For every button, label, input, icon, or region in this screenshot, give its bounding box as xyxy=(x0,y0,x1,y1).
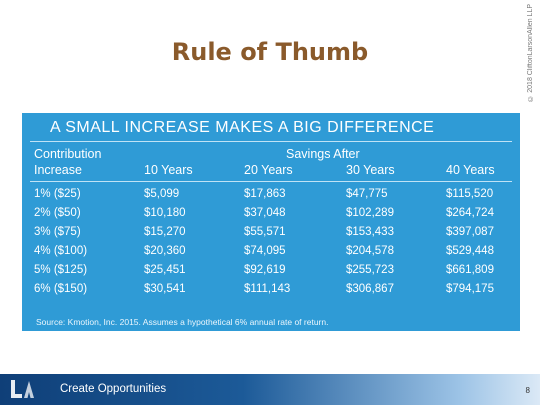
table-cell: $111,143 xyxy=(244,283,291,295)
table-cell: $102,289 xyxy=(346,207,394,219)
table-cell: $204,578 xyxy=(346,245,394,257)
copyright-notice: © 2018 CliftonLarsonAllen LLP xyxy=(527,4,534,102)
table-cell: $115,520 xyxy=(446,188,494,200)
column-header-40-years: 40 Years xyxy=(446,163,495,177)
company-logo-icon xyxy=(11,380,34,398)
group-header-savings-after: Savings After xyxy=(286,147,360,161)
column-header-10-years: 10 Years xyxy=(144,163,193,177)
column-header-increase: Increase xyxy=(34,163,82,177)
table-cell: 4% ($100) xyxy=(34,245,88,257)
table-cell: $153,433 xyxy=(346,226,394,238)
table-cell: $794,175 xyxy=(446,283,494,295)
table-row: 2% ($50) $10,180 $37,048 $102,289 $264,7… xyxy=(22,207,520,226)
table-row: 1% ($25) $5,099 $17,863 $47,775 $115,520 xyxy=(22,188,520,207)
table-cell: $10,180 xyxy=(144,207,186,219)
panel-heading: A SMALL INCREASE MAKES A BIG DIFFERENCE xyxy=(50,119,435,136)
table-cell: 5% ($125) xyxy=(34,264,88,276)
table-cell: $37,048 xyxy=(244,207,286,219)
table-cell: $264,724 xyxy=(446,207,494,219)
column-header-30-years: 30 Years xyxy=(346,163,395,177)
group-header-contribution: Contribution xyxy=(34,147,102,161)
table-row: 6% ($150) $30,541 $111,143 $306,867 $794… xyxy=(22,283,520,302)
divider xyxy=(30,141,512,142)
table-cell: 3% ($75) xyxy=(34,226,81,238)
table-cell: $17,863 xyxy=(244,188,286,200)
table-cell: $397,087 xyxy=(446,226,494,238)
table-cell: $47,775 xyxy=(346,188,388,200)
table-cell: $25,451 xyxy=(144,264,186,276)
table-cell: 2% ($50) xyxy=(34,207,81,219)
table-cell: $5,099 xyxy=(144,188,180,200)
table-cell: $30,541 xyxy=(144,283,186,295)
slide-title: Rule of Thumb xyxy=(171,38,369,66)
table-cell: $255,723 xyxy=(346,264,394,276)
divider xyxy=(30,181,512,182)
table-cell: 1% ($25) xyxy=(34,188,81,200)
savings-table-panel: A SMALL INCREASE MAKES A BIG DIFFERENCE … xyxy=(22,113,520,331)
table-cell: $55,571 xyxy=(244,226,286,238)
footer-bar: Create Opportunities 8 xyxy=(0,374,540,405)
table-cell: 6% ($150) xyxy=(34,283,88,295)
table-cell: $306,867 xyxy=(346,283,394,295)
footer-tagline: Create Opportunities xyxy=(60,383,167,395)
column-header-20-years: 20 Years xyxy=(244,163,293,177)
table-cell: $74,095 xyxy=(244,245,286,257)
table-cell: $661,809 xyxy=(446,264,494,276)
table-row: 3% ($75) $15,270 $55,571 $153,433 $397,0… xyxy=(22,226,520,245)
table-row: 5% ($125) $25,451 $92,619 $255,723 $661,… xyxy=(22,264,520,283)
table-cell: $20,360 xyxy=(144,245,186,257)
page-number: 8 xyxy=(525,386,530,395)
table-row: 4% ($100) $20,360 $74,095 $204,578 $529,… xyxy=(22,245,520,264)
table-cell: $92,619 xyxy=(244,264,286,276)
table-cell: $529,448 xyxy=(446,245,494,257)
table-cell: $15,270 xyxy=(144,226,186,238)
source-note: Source: Kmotion, Inc. 2015. Assumes a hy… xyxy=(36,317,329,327)
